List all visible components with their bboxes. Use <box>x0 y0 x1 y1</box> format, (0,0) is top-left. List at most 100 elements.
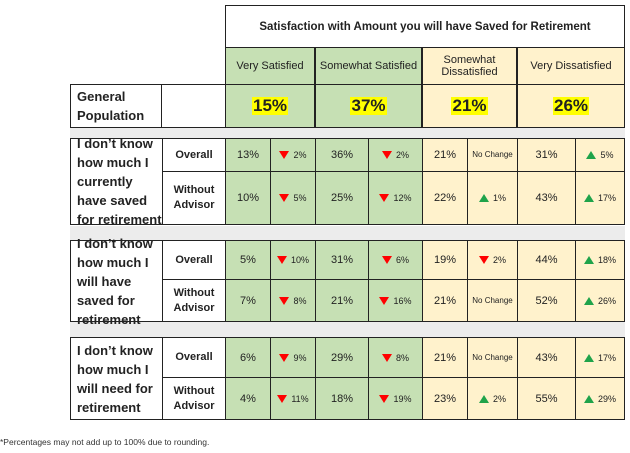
percent-value-text: 43% <box>535 192 558 204</box>
percent-value: 31% <box>517 138 576 172</box>
percent-value-text: 43% <box>535 351 558 364</box>
separator-band <box>70 322 625 337</box>
change-value: 29% <box>597 393 616 404</box>
percent-value-text: 18% <box>330 392 354 405</box>
change-cell: 8% <box>270 279 316 322</box>
change-value: 12% <box>393 193 412 203</box>
general-value-text: 21% <box>451 96 488 115</box>
percent-value: 44% <box>517 240 576 280</box>
change-cell: 6% <box>368 240 423 280</box>
percent-value-text: 7% <box>240 294 256 307</box>
general-value-text: 37% <box>350 96 387 115</box>
change-value: 2% <box>395 150 409 160</box>
down-arrow-icon <box>279 194 290 202</box>
down-arrow-icon <box>279 353 290 362</box>
up-arrow-icon <box>583 194 594 202</box>
change-value: 2% <box>492 393 506 404</box>
percent-value-text: 44% <box>535 254 558 266</box>
no-change-text: No Change <box>472 295 513 305</box>
separator-band <box>70 226 625 240</box>
up-arrow-icon <box>583 296 594 305</box>
change-cell: No Change <box>467 138 518 172</box>
general-population-label-text: General Population <box>77 89 145 123</box>
general-value: 37% <box>315 84 422 128</box>
percent-value-text: 52% <box>535 294 558 307</box>
percent-value: 5% <box>225 240 271 280</box>
percent-value-text: 21% <box>433 351 457 364</box>
up-arrow-icon <box>478 394 489 403</box>
percent-value-text: 23% <box>433 392 457 405</box>
change-value: 9% <box>293 352 307 363</box>
percent-value: 13% <box>225 138 271 172</box>
general-value: 26% <box>517 84 625 128</box>
down-arrow-icon <box>379 296 390 305</box>
question-label: I don’t know how much I will have saved … <box>70 236 163 327</box>
change-value: 10% <box>290 255 309 265</box>
empty-cell <box>161 84 226 128</box>
percent-value: 10% <box>225 171 271 225</box>
change-cell: 2% <box>270 138 316 172</box>
down-arrow-icon <box>277 394 288 403</box>
change-value: 8% <box>293 295 307 306</box>
row-sublabel-text: Overall <box>175 148 213 161</box>
no-change-text: No Change <box>472 150 513 159</box>
category-header-text: Somewhat Satisfied <box>319 60 418 72</box>
no-change-text: No Change <box>472 352 513 362</box>
percent-value-text: 5% <box>240 254 256 266</box>
change-value: 26% <box>597 295 616 306</box>
percent-value-text: 55% <box>535 392 558 405</box>
change-cell: 2% <box>467 377 518 420</box>
up-arrow-icon <box>586 151 597 159</box>
change-value: 1% <box>492 193 506 203</box>
row-sublabel: Without Advisor <box>162 279 226 322</box>
general-value: 15% <box>225 84 315 128</box>
change-value: 16% <box>393 295 412 306</box>
question-label: I don’t know how much I currently have s… <box>70 136 163 227</box>
row-sublabel-text: Without Advisor <box>173 286 215 314</box>
change-cell: 16% <box>368 279 423 322</box>
change-value: 17% <box>597 193 616 203</box>
change-cell: 2% <box>368 138 423 172</box>
up-arrow-icon <box>583 394 594 403</box>
category-header-text: Very Dissatisfied <box>530 60 612 72</box>
separator-band <box>70 128 625 138</box>
change-cell: 5% <box>575 138 625 172</box>
change-cell: 9% <box>270 337 316 378</box>
category-header: Very Satisfied <box>225 47 315 85</box>
row-sublabel: Without Advisor <box>162 377 226 420</box>
change-value: 2% <box>492 255 506 265</box>
change-cell: No Change <box>467 279 518 322</box>
change-cell: 26% <box>575 279 625 322</box>
general-value-text: 26% <box>552 96 590 115</box>
down-arrow-icon <box>381 151 392 159</box>
change-cell: 18% <box>575 240 625 280</box>
general-value-text: 15% <box>251 96 289 115</box>
category-header-text: Somewhat Dissatisfied <box>441 54 498 78</box>
row-sublabel: Without Advisor <box>162 171 226 225</box>
percent-value-text: 29% <box>330 351 354 364</box>
percent-value: 6% <box>225 337 271 378</box>
category-header: Somewhat Satisfied <box>315 47 422 85</box>
percent-value: 18% <box>315 377 369 420</box>
down-arrow-icon <box>379 394 390 403</box>
change-cell: 8% <box>368 337 423 378</box>
header-title: Satisfaction with Amount you will have S… <box>225 5 625 48</box>
change-cell: 11% <box>270 377 316 420</box>
question-label-text: I don’t know how much I currently have s… <box>77 136 162 227</box>
percent-value-text: 13% <box>236 149 260 161</box>
change-value: 5% <box>293 193 307 203</box>
row-sublabel-text: Overall <box>175 351 213 363</box>
category-header: Somewhat Dissatisfied <box>422 47 517 85</box>
general-value: 21% <box>422 84 517 128</box>
category-header: Very Dissatisfied <box>517 47 625 85</box>
down-arrow-icon <box>279 296 290 305</box>
change-value: 19% <box>393 393 412 404</box>
percent-value-text: 25% <box>330 192 354 204</box>
percent-value: 36% <box>315 138 369 172</box>
row-sublabel-text: Overall <box>175 253 213 266</box>
percent-value: 25% <box>315 171 369 225</box>
row-sublabel: Overall <box>162 240 226 280</box>
header-title-text: Satisfaction with Amount you will have S… <box>259 20 591 33</box>
down-arrow-icon <box>381 353 392 362</box>
up-arrow-icon <box>583 256 594 264</box>
